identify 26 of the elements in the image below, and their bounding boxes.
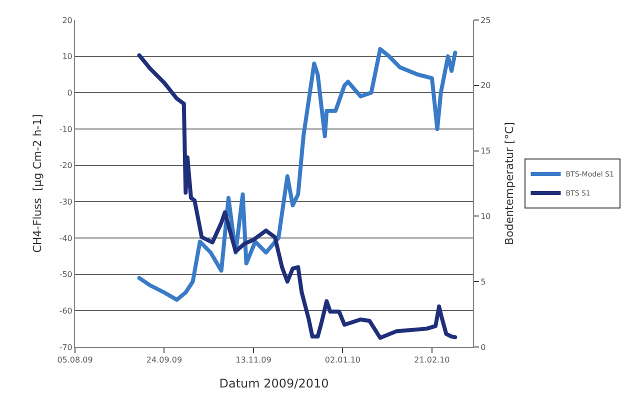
- y-tick-label: -30: [59, 197, 72, 206]
- x-tick-label: 02.01.10: [324, 356, 361, 365]
- y2-tick-label: 25: [480, 16, 491, 25]
- y-tick-label: -50: [59, 270, 72, 280]
- y-tick-label: 20: [62, 16, 72, 25]
- x-tick-label: 24.09.09: [146, 356, 182, 365]
- y-tick-label: -10: [59, 124, 72, 134]
- y2-tick-label: 20: [480, 81, 491, 90]
- y-tick-label: -60: [59, 306, 72, 316]
- line-series: [137, 53, 458, 340]
- x-tick-label: 13.11.09: [236, 356, 272, 365]
- x-axis-title: Datum 2009/2010: [219, 376, 329, 390]
- x-tick-label: 21.02.10: [414, 356, 450, 365]
- x-tick-label: 05.08.09: [57, 356, 93, 365]
- line-series: [137, 47, 458, 302]
- y2-axis-title: Bodentemperatur [°C]: [502, 122, 516, 245]
- y-tick-label: 0: [67, 88, 72, 98]
- y-axis-title: CH4-Fluss [µg Cm-2 h-1]: [30, 114, 44, 253]
- y-tick-label: -40: [59, 234, 72, 243]
- y-tick-label: -20: [59, 161, 72, 170]
- y2-tick-label: 10: [480, 212, 491, 221]
- y2-tick-label: 0: [480, 342, 486, 352]
- y2-tick-label: 15: [480, 146, 491, 156]
- y2-tick-label: 5: [480, 277, 486, 286]
- y-tick-label: 10: [62, 52, 72, 62]
- y-tick-label: -70: [59, 342, 72, 352]
